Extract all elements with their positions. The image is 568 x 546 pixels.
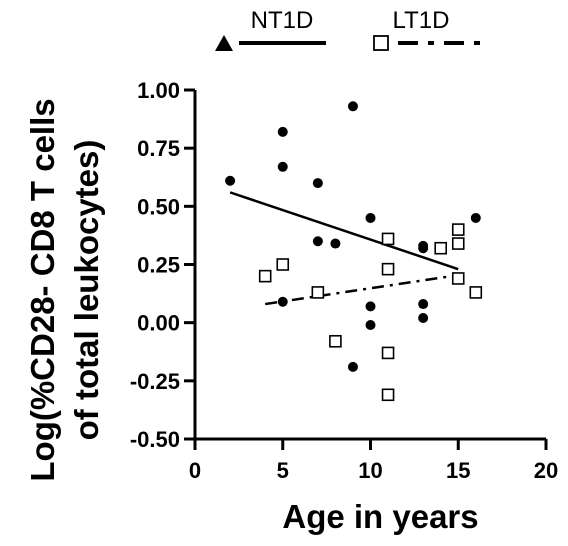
data-point-lt1d <box>451 237 465 250</box>
legend-marker-triangle-icon <box>215 35 233 51</box>
y-tick-label: 0.75 <box>137 136 180 161</box>
legend: NT1D LT1D <box>215 7 484 51</box>
data-points <box>225 101 483 402</box>
x-tick-label: 0 <box>189 458 201 483</box>
data-point-lt1d <box>381 388 395 402</box>
data-point-nt1d <box>365 212 376 223</box>
data-point-nt1d <box>277 126 288 137</box>
data-point-nt1d <box>365 301 376 312</box>
y-tick-label: 0.50 <box>137 194 180 219</box>
x-tick-label: 10 <box>358 458 382 483</box>
data-point-lt1d <box>381 232 395 246</box>
data-point-lt1d <box>451 223 465 236</box>
legend-label-lt1d: LT1D <box>393 7 450 34</box>
data-point-lt1d <box>311 286 325 299</box>
data-point-nt1d <box>312 236 323 247</box>
data-point-nt1d <box>365 319 376 330</box>
fit-line-lt1d <box>265 272 468 306</box>
x-tick-label: 15 <box>446 458 470 483</box>
x-tick-label: 5 <box>277 458 289 483</box>
data-point-lt1d <box>329 334 342 348</box>
data-point-nt1d <box>470 212 481 223</box>
x-axis-label: Age in years <box>282 498 478 535</box>
data-point-lt1d <box>469 286 483 299</box>
data-point-nt1d <box>225 175 236 186</box>
data-point-nt1d <box>347 361 358 372</box>
data-point-nt1d <box>330 238 341 249</box>
data-point-nt1d <box>418 313 429 324</box>
y-tick-label: -0.50 <box>130 427 180 452</box>
data-point-nt1d <box>418 243 429 254</box>
x-tick-label: 20 <box>534 458 558 483</box>
legend-label-nt1d: NT1D <box>251 7 314 34</box>
y-tick-label: 1.00 <box>137 78 180 103</box>
data-point-lt1d <box>381 346 395 360</box>
data-point-nt1d <box>312 178 323 189</box>
axes: -0.50 -0.25 0.00 0.25 0.50 0.75 1.00 0 5 10 15 20 <box>130 78 558 483</box>
data-point-nt1d <box>277 296 288 307</box>
data-point-lt1d <box>451 272 465 285</box>
data-point-lt1d <box>276 258 290 271</box>
data-point-lt1d <box>434 241 448 255</box>
fit-lines <box>229 191 468 306</box>
data-point-nt1d <box>277 161 288 172</box>
data-point-lt1d <box>381 262 395 276</box>
data-point-lt1d <box>258 269 272 283</box>
y-tick-label: -0.25 <box>130 369 180 394</box>
data-point-nt1d <box>347 101 358 112</box>
y-tick-label: 0.25 <box>137 253 180 278</box>
data-point-nt1d <box>418 299 429 310</box>
y-axis-label: Log(%CD28- CD8 T cells <box>24 98 61 481</box>
y-tick-label: 0.00 <box>137 311 180 336</box>
fit-line-nt1d <box>229 191 459 271</box>
axis-labels: Age in years Log(%CD28- CD8 T cells of tot… <box>24 98 479 535</box>
legend-marker-square-icon <box>373 35 389 51</box>
y-axis-label: of total leukocytes) <box>68 140 105 441</box>
